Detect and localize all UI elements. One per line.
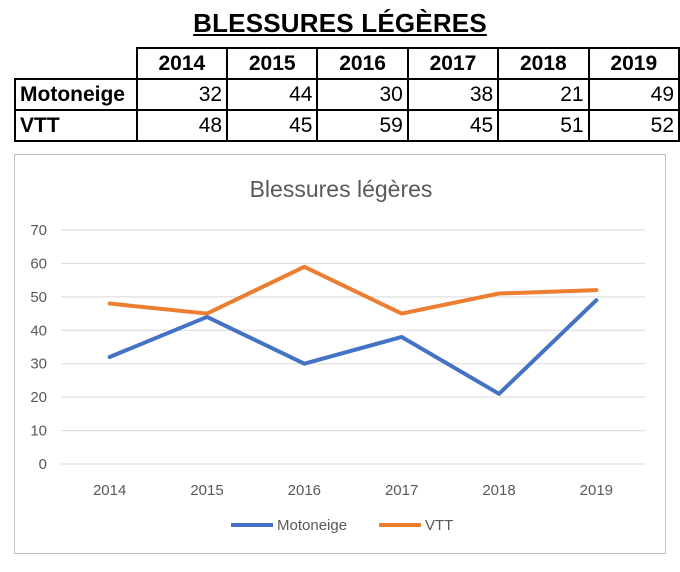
x-tick-label: 2016 xyxy=(288,482,321,499)
table-cell: 48 xyxy=(135,109,229,142)
table-header-year: 2019 xyxy=(587,47,680,80)
x-tick-label: 2018 xyxy=(482,482,515,499)
x-tick-label: 2017 xyxy=(385,482,418,499)
table-cell: 30 xyxy=(316,78,409,111)
page-title: BLESSURES LÉGÈRES xyxy=(193,8,487,38)
table-row: VTT 48 45 59 45 51 52 xyxy=(14,109,680,142)
table-header-year: 2015 xyxy=(226,47,319,80)
table-cell: 45 xyxy=(406,109,500,142)
table-cell: 49 xyxy=(587,78,680,111)
x-tick-label: 2015 xyxy=(190,482,223,499)
y-tick-label: 30 xyxy=(30,356,47,373)
y-tick-label: 40 xyxy=(30,322,47,339)
series-line-motoneige xyxy=(107,298,599,396)
y-tick-label: 0 xyxy=(39,456,47,473)
y-tick-label: 50 xyxy=(30,289,47,306)
table-cell: 38 xyxy=(406,78,500,111)
legend-label: VTT xyxy=(425,517,453,534)
y-tick-label: 20 xyxy=(30,389,47,406)
y-tick-label: 70 xyxy=(30,222,47,239)
table-cell: 51 xyxy=(497,109,590,142)
table-row: Motoneige 32 44 30 38 21 49 xyxy=(14,78,680,111)
table-cell: 59 xyxy=(316,109,409,142)
table-header-row: 2014 2015 2016 2017 2018 2019 xyxy=(15,47,680,80)
table-header-year: 2018 xyxy=(497,47,590,80)
table-cell: 52 xyxy=(587,109,680,142)
table-row-label: VTT xyxy=(14,109,138,142)
table-cell: 45 xyxy=(226,109,319,142)
x-tick-label: 2019 xyxy=(580,482,613,499)
table-row-label: Motoneige xyxy=(14,78,138,111)
table-header-year: 2016 xyxy=(316,47,409,80)
table-header-year: 2017 xyxy=(406,47,500,80)
series-line-vtt xyxy=(107,264,599,316)
table-cell: 21 xyxy=(497,78,590,111)
table-corner-cell xyxy=(15,48,138,80)
chart-area: Blessures légères 0 10 20 30 40 50 60 70 2014 201… xyxy=(14,154,666,554)
legend-label: Motoneige xyxy=(277,517,347,534)
y-tick-label: 10 xyxy=(30,423,47,440)
x-tick-label: 2014 xyxy=(93,482,126,499)
chart-title: Blessures légères xyxy=(250,176,433,202)
table-cell: 32 xyxy=(135,78,229,111)
table-header-year: 2014 xyxy=(135,47,229,80)
table-cell: 44 xyxy=(226,78,319,111)
line-chart: Blessures légères 0 10 20 30 40 50 60 70 2014 201… xyxy=(30,176,645,534)
data-table: 2014 2015 2016 2017 2018 2019 Motoneige … xyxy=(14,47,680,142)
y-tick-label: 60 xyxy=(30,255,47,272)
